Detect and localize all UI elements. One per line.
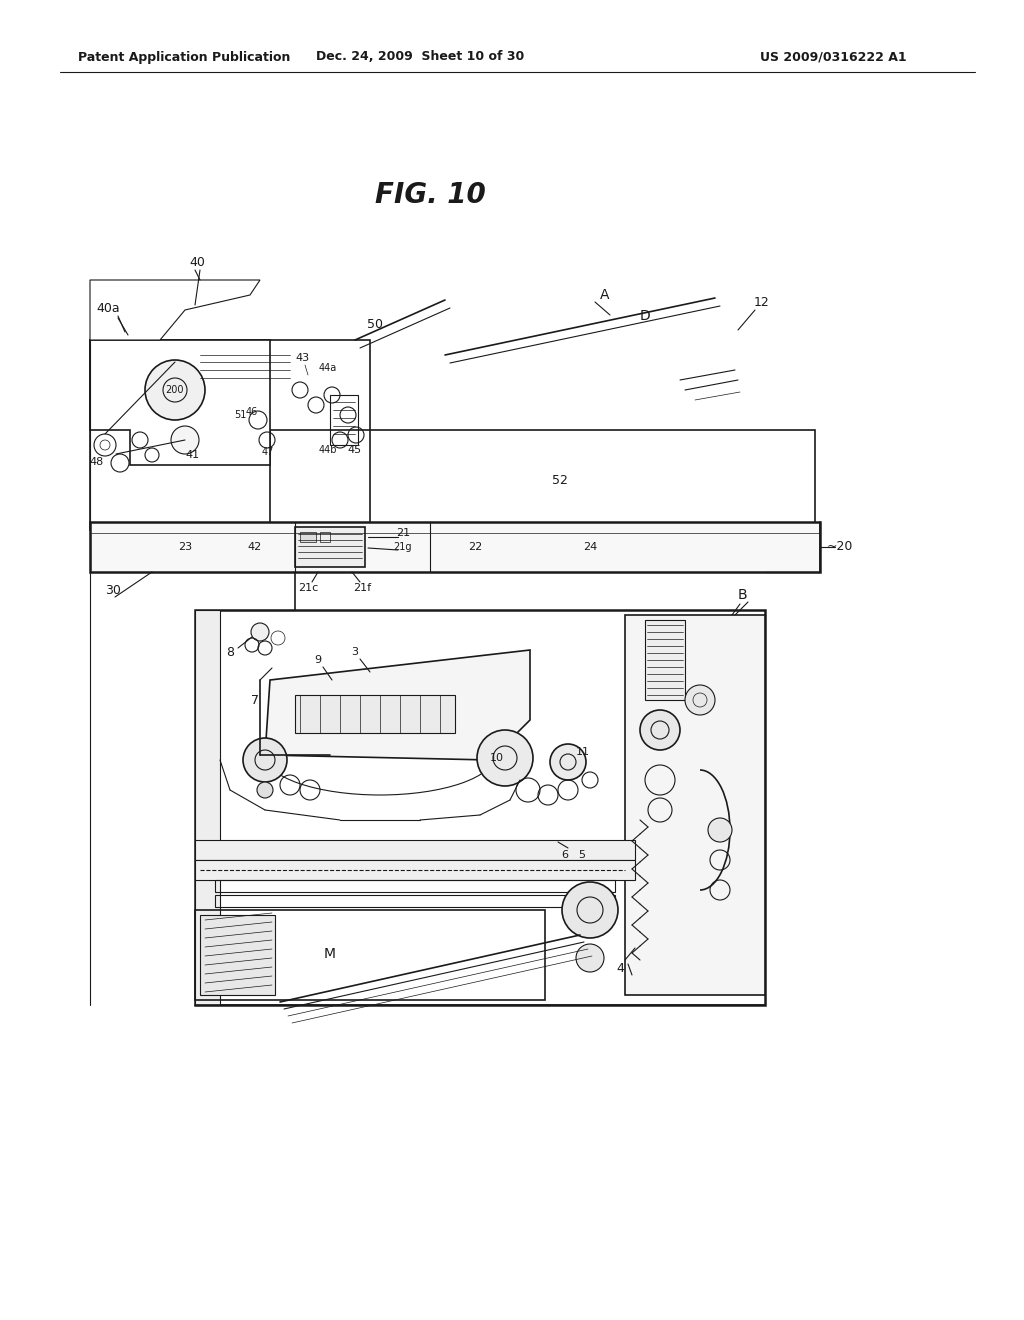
Text: 48: 48: [90, 457, 104, 467]
Text: 200: 200: [166, 385, 184, 395]
Text: FIG. 10: FIG. 10: [375, 181, 485, 209]
Bar: [625, 615, 765, 995]
Text: 44a: 44a: [318, 363, 337, 374]
Polygon shape: [265, 649, 530, 760]
Text: 50: 50: [367, 318, 383, 331]
Text: 40a: 40a: [96, 301, 120, 314]
Text: 47: 47: [262, 447, 274, 457]
Circle shape: [257, 781, 273, 799]
Text: 45: 45: [348, 445, 362, 455]
Text: 7: 7: [251, 693, 259, 706]
Bar: [645, 620, 685, 700]
Text: 9: 9: [314, 655, 322, 665]
Bar: [90, 521, 820, 572]
Text: ~20: ~20: [826, 540, 853, 553]
Text: 21c: 21c: [298, 583, 318, 593]
Circle shape: [575, 944, 604, 972]
Bar: [195, 610, 220, 1005]
Text: 22: 22: [468, 543, 482, 552]
Text: 5: 5: [579, 850, 586, 861]
Text: 6: 6: [561, 850, 568, 861]
Bar: [300, 532, 316, 543]
Bar: [195, 861, 635, 880]
Text: 24: 24: [583, 543, 597, 552]
Text: D: D: [640, 309, 650, 323]
Text: US 2009/0316222 A1: US 2009/0316222 A1: [760, 50, 906, 63]
Circle shape: [708, 818, 732, 842]
Bar: [195, 909, 545, 1001]
Polygon shape: [90, 341, 270, 465]
Text: Patent Application Publication: Patent Application Publication: [78, 50, 291, 63]
Text: 46: 46: [246, 407, 258, 417]
Bar: [195, 610, 765, 1005]
Bar: [90, 341, 370, 531]
Text: 42: 42: [248, 543, 262, 552]
Text: 43: 43: [295, 352, 309, 363]
Circle shape: [640, 710, 680, 750]
Circle shape: [550, 744, 586, 780]
Circle shape: [171, 426, 199, 454]
Text: 44b: 44b: [318, 445, 337, 455]
Text: 40: 40: [189, 256, 205, 268]
Text: 21f: 21f: [353, 583, 371, 593]
Text: 10: 10: [490, 752, 504, 763]
Text: 41: 41: [185, 450, 199, 459]
Bar: [330, 395, 358, 445]
Bar: [215, 880, 615, 892]
Text: M: M: [324, 946, 336, 961]
Text: A: A: [600, 288, 609, 302]
Circle shape: [685, 685, 715, 715]
Text: 30: 30: [105, 583, 121, 597]
Text: 51: 51: [233, 411, 246, 420]
Text: 3: 3: [351, 647, 358, 657]
Text: B: B: [737, 587, 746, 602]
Bar: [270, 430, 815, 531]
Text: 11: 11: [575, 747, 590, 756]
Circle shape: [145, 360, 205, 420]
Bar: [195, 840, 635, 861]
Text: 12: 12: [754, 297, 770, 309]
Bar: [200, 915, 275, 995]
Circle shape: [251, 623, 269, 642]
Bar: [295, 696, 455, 733]
Text: 52: 52: [552, 474, 568, 487]
Text: 4: 4: [616, 961, 624, 974]
Bar: [295, 527, 365, 568]
Circle shape: [243, 738, 287, 781]
Text: Dec. 24, 2009  Sheet 10 of 30: Dec. 24, 2009 Sheet 10 of 30: [315, 50, 524, 63]
Text: 21g: 21g: [394, 543, 413, 552]
Circle shape: [477, 730, 534, 785]
Text: 23: 23: [178, 543, 193, 552]
Text: 8: 8: [226, 645, 234, 659]
Polygon shape: [90, 280, 260, 341]
Text: 21: 21: [396, 528, 410, 539]
Bar: [215, 895, 615, 907]
Bar: [319, 532, 330, 543]
Circle shape: [562, 882, 618, 939]
